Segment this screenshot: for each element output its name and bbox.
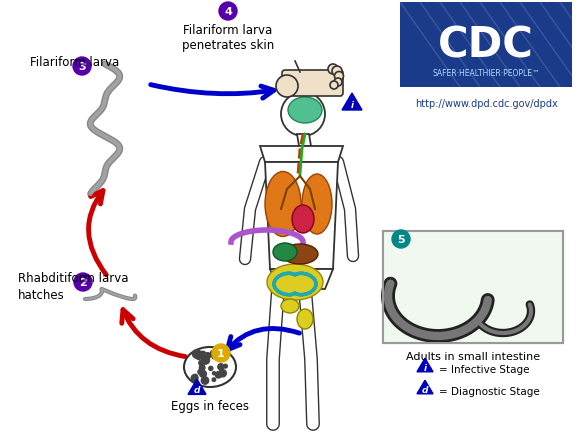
Circle shape bbox=[194, 375, 197, 378]
Circle shape bbox=[328, 65, 338, 75]
Circle shape bbox=[201, 358, 207, 364]
Circle shape bbox=[192, 350, 201, 358]
Polygon shape bbox=[342, 94, 362, 111]
Circle shape bbox=[201, 352, 206, 356]
Polygon shape bbox=[267, 264, 323, 300]
Ellipse shape bbox=[302, 174, 332, 234]
Circle shape bbox=[212, 355, 216, 359]
Text: 3: 3 bbox=[78, 62, 86, 72]
Circle shape bbox=[209, 366, 213, 371]
Text: SAFER·HEALTHIER·PEOPLE™: SAFER·HEALTHIER·PEOPLE™ bbox=[432, 68, 540, 77]
Circle shape bbox=[215, 372, 222, 378]
Text: Adults in small intestine: Adults in small intestine bbox=[406, 351, 540, 361]
Circle shape bbox=[223, 365, 228, 368]
Circle shape bbox=[218, 355, 225, 361]
Circle shape bbox=[199, 360, 204, 366]
Ellipse shape bbox=[273, 243, 297, 261]
Ellipse shape bbox=[282, 244, 318, 264]
Text: 4: 4 bbox=[224, 7, 232, 17]
Circle shape bbox=[392, 230, 410, 248]
Text: 1: 1 bbox=[217, 348, 225, 358]
Circle shape bbox=[219, 370, 226, 377]
Circle shape bbox=[201, 356, 210, 364]
Circle shape bbox=[74, 273, 92, 291]
Text: Filariform larva
penetrates skin: Filariform larva penetrates skin bbox=[182, 24, 274, 52]
Circle shape bbox=[199, 352, 206, 358]
Text: i: i bbox=[423, 363, 427, 372]
Circle shape bbox=[281, 93, 325, 137]
Polygon shape bbox=[417, 358, 433, 372]
Circle shape bbox=[212, 372, 215, 375]
Circle shape bbox=[334, 79, 342, 87]
Circle shape bbox=[201, 377, 208, 385]
Circle shape bbox=[195, 351, 200, 356]
Text: 5: 5 bbox=[397, 234, 405, 244]
Polygon shape bbox=[188, 379, 206, 395]
Circle shape bbox=[204, 353, 211, 359]
Text: = Diagnostic Stage: = Diagnostic Stage bbox=[439, 386, 540, 396]
FancyBboxPatch shape bbox=[282, 71, 343, 97]
Text: http://www.dpd.cdc.gov/dpdx: http://www.dpd.cdc.gov/dpdx bbox=[415, 99, 558, 109]
Polygon shape bbox=[270, 270, 333, 289]
Text: Filariform larva: Filariform larva bbox=[30, 56, 119, 68]
Text: Eggs in feces: Eggs in feces bbox=[171, 399, 249, 412]
Text: d: d bbox=[194, 385, 200, 394]
Circle shape bbox=[200, 368, 204, 372]
Circle shape bbox=[212, 344, 230, 362]
Circle shape bbox=[210, 350, 217, 357]
Polygon shape bbox=[297, 135, 311, 147]
Polygon shape bbox=[260, 147, 343, 163]
Circle shape bbox=[198, 370, 203, 375]
Text: Rhabditiform larva
hatches: Rhabditiform larva hatches bbox=[18, 271, 129, 301]
Bar bbox=[383, 231, 563, 343]
Circle shape bbox=[212, 378, 216, 381]
Circle shape bbox=[218, 352, 223, 357]
Text: d: d bbox=[422, 385, 428, 394]
Circle shape bbox=[218, 364, 224, 370]
Text: i: i bbox=[350, 101, 354, 110]
Ellipse shape bbox=[265, 172, 301, 237]
Text: CDC: CDC bbox=[438, 24, 534, 66]
Polygon shape bbox=[265, 163, 338, 270]
Bar bbox=[383, 231, 563, 343]
Text: = Infective Stage: = Infective Stage bbox=[439, 364, 530, 374]
Circle shape bbox=[330, 82, 338, 90]
Circle shape bbox=[332, 67, 342, 77]
Text: 2: 2 bbox=[79, 277, 87, 287]
Circle shape bbox=[196, 355, 200, 360]
Circle shape bbox=[199, 365, 205, 371]
Circle shape bbox=[219, 3, 237, 21]
Ellipse shape bbox=[297, 309, 313, 329]
Circle shape bbox=[335, 72, 343, 81]
Polygon shape bbox=[417, 380, 433, 394]
Ellipse shape bbox=[292, 206, 314, 233]
Ellipse shape bbox=[184, 347, 236, 387]
Bar bbox=[400, 3, 572, 88]
Circle shape bbox=[73, 58, 91, 76]
Ellipse shape bbox=[281, 299, 299, 313]
Circle shape bbox=[191, 375, 198, 381]
Circle shape bbox=[200, 371, 207, 378]
Circle shape bbox=[276, 76, 298, 98]
Ellipse shape bbox=[288, 98, 322, 124]
Bar bbox=[383, 231, 563, 343]
